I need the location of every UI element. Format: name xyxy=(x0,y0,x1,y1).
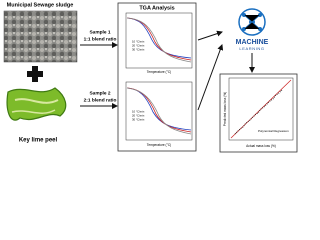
tga-legend: 20 °C/min xyxy=(132,114,145,118)
plus-icon xyxy=(27,66,43,82)
tga-x-label: Temperature (°C) xyxy=(147,143,171,147)
arrow xyxy=(197,44,224,111)
tga-plot xyxy=(125,81,193,141)
regression-y-label: Predicted mass loss (%) xyxy=(223,92,227,126)
sludge-label: Municipal Sewage sludge xyxy=(7,2,74,8)
arrow xyxy=(197,30,223,41)
tga-legend: 10 °C/min xyxy=(132,40,145,44)
sludge-photo xyxy=(3,10,78,63)
tga-plot xyxy=(125,12,193,69)
tga-legend: 20 °C/min xyxy=(132,44,145,48)
ml-title: MACHINE xyxy=(236,39,269,46)
tga-frame xyxy=(117,2,197,152)
tga-legend: 30 °C/min xyxy=(132,48,145,52)
tga-title: TGA Analysis xyxy=(139,5,174,11)
regression-plot xyxy=(228,77,294,141)
regression-x-label: Actual mass loss (%) xyxy=(246,144,276,148)
regression-legend: Polynomial Regression xyxy=(258,129,289,133)
ml-icon xyxy=(238,8,266,36)
lime-peel-photo xyxy=(6,87,67,121)
tga-x-label: Temperature (°C) xyxy=(147,70,171,74)
graphical-abstract: Municipal Sewage sludge Key lime peel Sa… xyxy=(3,2,298,153)
tga-legend: 30 °C/min xyxy=(132,118,145,122)
sample-name: Sample 2 xyxy=(89,90,110,96)
sample-ratio: 1:1 blend ratio xyxy=(84,36,117,42)
sample-ratio: 2:1 blend ratio xyxy=(84,97,117,103)
sample-name: Sample 1 xyxy=(89,29,110,35)
tga-legend: 10 °C/min xyxy=(132,110,145,114)
ml-subtitle: LEARNING xyxy=(239,46,264,51)
peel-label: Key lime peel xyxy=(19,138,58,144)
